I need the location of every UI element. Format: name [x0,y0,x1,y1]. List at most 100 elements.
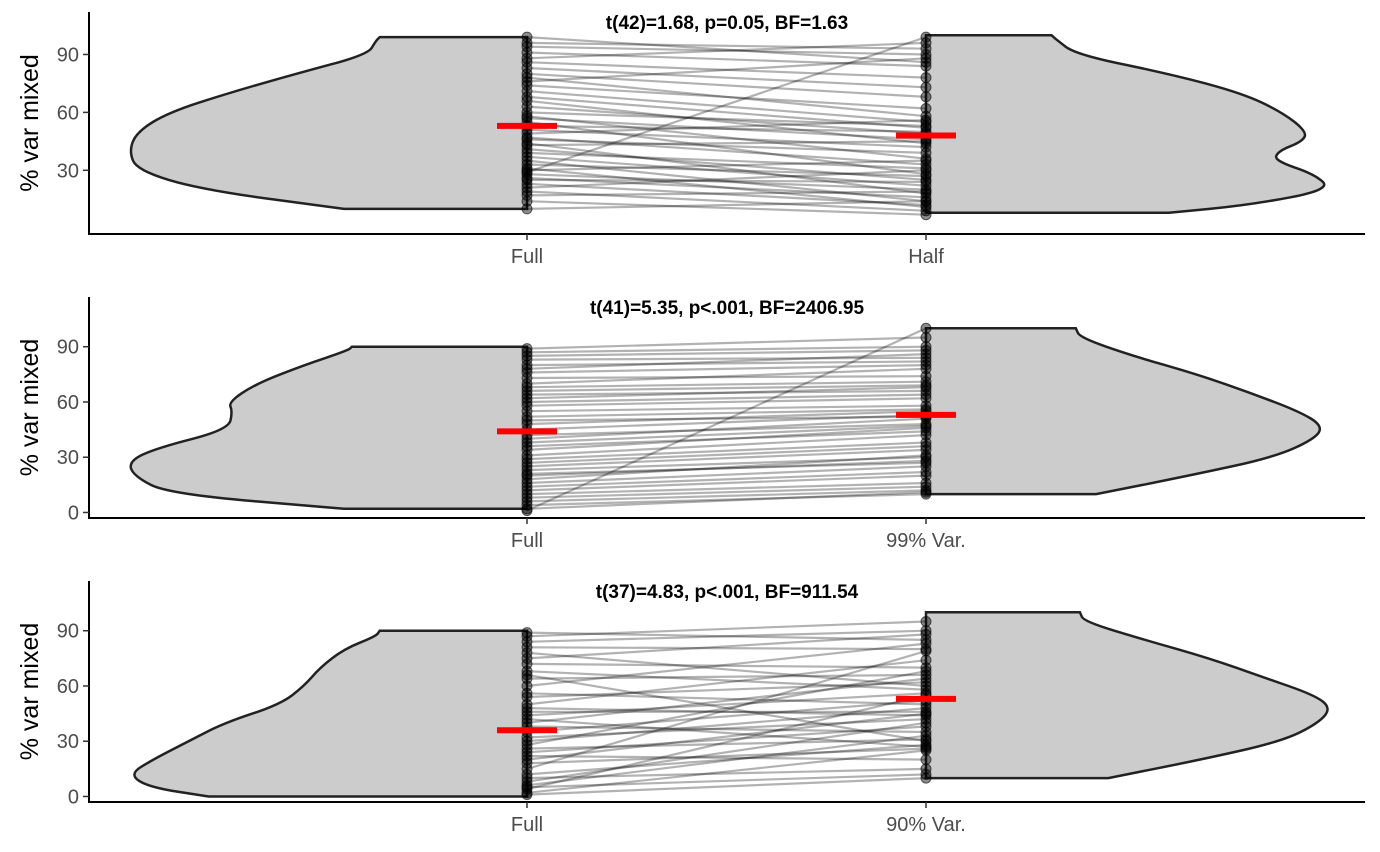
point-right [920,676,932,688]
pair-line [526,364,927,374]
violin-left [129,35,529,211]
pair-line [526,169,927,189]
point-left [521,178,533,190]
point-left [521,505,533,517]
y-tick-label: 30 [57,447,79,469]
violin-right [924,327,1322,496]
point-right [920,665,932,677]
point-left [521,673,533,685]
point-right [920,164,932,176]
pair-line [526,404,927,413]
pair-line [526,345,927,354]
pair-line [526,434,927,457]
point-left [521,350,533,362]
point-right [920,625,932,637]
pair-line [526,620,927,638]
pair-line [526,99,927,145]
pair-line [526,84,927,110]
point-left [521,139,533,151]
point-right [920,341,932,353]
point-left [521,754,533,766]
point-right [920,425,932,437]
pair-line [526,712,927,761]
point-right [920,429,932,441]
pair-line [526,389,927,396]
pair-line [526,423,927,437]
pair-line [526,95,927,129]
pair-line [526,384,927,392]
pair-line [526,200,927,216]
pair-line [526,367,927,385]
panel-2: 0 30 60 90 Full 99% Var. % var mixed t(41)=5.35… [16,297,1365,552]
pair-line [526,105,927,135]
pair-line [526,36,927,64]
pair-line [526,124,927,133]
pair-line [526,45,927,56]
pair-line [526,461,927,475]
pair-line [526,173,927,191]
pair-line [526,115,927,160]
point-left [521,396,533,408]
pair-line [526,725,927,754]
pair-line [526,673,927,680]
panel-title: t(42)=1.68, p=0.05, BF=1.63 [606,13,848,34]
point-right [920,52,932,64]
panel-1: 30 60 90 Full Half % var mixed t(42)=1.68, p=0… [16,12,1365,268]
point-left [521,470,533,482]
pair-line [526,454,927,481]
y-axis-label: % var mixed [16,339,44,477]
pair-line [526,336,927,350]
paired-lines [526,327,927,512]
point-right [920,768,932,780]
point-left [521,739,533,751]
point-right [920,392,932,404]
point-left [521,174,533,186]
pair-line [526,649,927,770]
point-right [920,449,932,461]
point-right [920,91,932,103]
point-right [920,170,932,182]
violin-right [924,33,1326,215]
point-left [521,477,533,489]
x-tick-label: Full [511,530,543,552]
point-right [920,348,932,360]
point-left [521,195,533,207]
point-right [920,754,932,766]
point-left [521,473,533,485]
point-right [920,81,932,93]
pair-line [526,707,927,717]
pair-line [526,90,927,124]
point-right [920,147,932,159]
point-left [521,449,533,461]
point-right [920,437,932,448]
pair-line [526,491,927,510]
point-right [920,638,932,650]
point-right [920,772,932,784]
point-right [920,673,932,685]
pair-line [526,426,927,451]
pair-line [526,677,927,724]
pair-line [526,41,927,60]
pair-line [526,673,927,743]
pair-line [526,465,927,485]
point-left [521,56,533,68]
pair-line [526,61,927,79]
point-right [920,628,932,640]
point-right [920,389,932,401]
pair-line [526,694,927,791]
point-left [521,68,533,80]
panel-3: 0 30 60 90 Full 90% Var. % var mixed t(37)=4.83… [16,581,1365,836]
point-left [521,79,533,91]
point-right [920,56,932,68]
point-left [521,627,533,639]
pair-line [526,415,927,422]
point-right [920,717,932,729]
point-left [521,460,533,472]
x-tick-label: Half [908,246,944,268]
pair-line [526,66,927,89]
pair-line [526,481,927,496]
pair-line [526,718,927,748]
point-left [521,735,533,747]
point-right [920,155,932,167]
point-right [920,60,932,72]
